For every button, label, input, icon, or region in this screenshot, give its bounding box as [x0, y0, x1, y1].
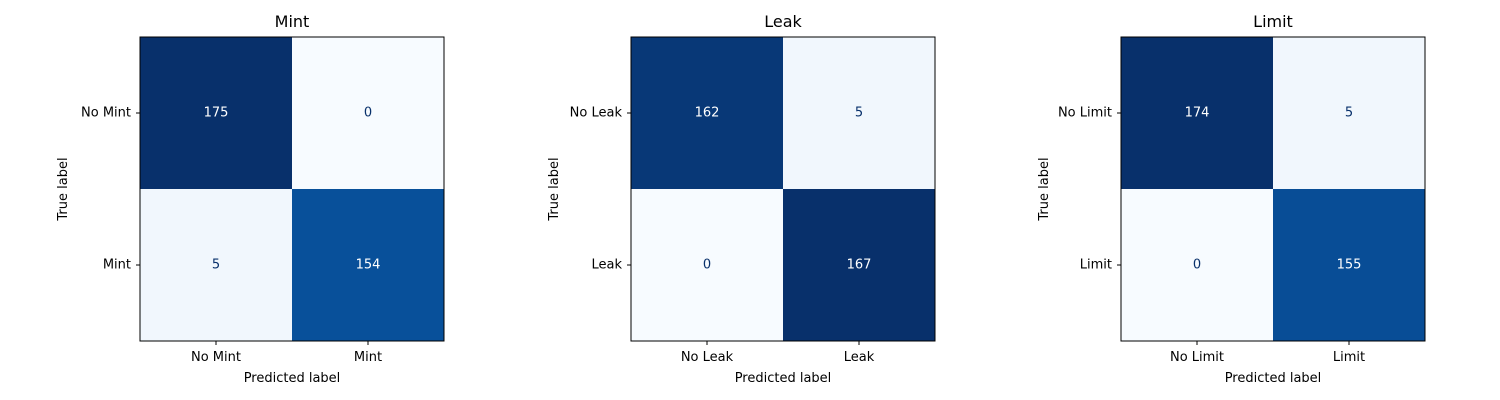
cell-value-label: 167: [847, 258, 872, 273]
confusion-matrix-panel: 175 0 5 154 Mint No Mint Mint No Mint Mint Predic…: [56, 12, 445, 386]
cell-value-label: 174: [1185, 106, 1210, 121]
y-tick-label: No Mint: [81, 106, 131, 121]
cell-value-label: 162: [695, 106, 720, 121]
axes-frame: [630, 36, 936, 342]
matrix-cell: [140, 37, 292, 189]
y-tick-label: No Limit: [1058, 106, 1112, 121]
matrix-cell: [783, 37, 935, 189]
x-tick-label: No Mint: [191, 350, 241, 365]
confusion-matrix-panel: 174 5 0 155 Limit No Limit Limit No Limit Limit P…: [1037, 12, 1426, 386]
matrix-cell: [1273, 37, 1425, 189]
y-axis-label: True label: [547, 157, 562, 221]
x-tick-label: No Limit: [1170, 350, 1224, 365]
y-tick-label: Limit: [1080, 258, 1112, 273]
cell-value-label: 0: [703, 258, 711, 273]
y-tick-label: No Leak: [570, 106, 623, 121]
matrix-cell: [292, 37, 444, 189]
cell-value-label: 5: [1345, 106, 1353, 121]
matrix-cell: [631, 37, 783, 189]
confusion-matrix-panel: 162 5 0 167 Leak No Leak Leak No Leak Leak Predic…: [547, 12, 936, 386]
cell-value-label: 5: [855, 106, 863, 121]
x-tick-label: Mint: [354, 350, 382, 365]
cell-value-label: 0: [364, 106, 372, 121]
matrix-cell: [783, 189, 935, 341]
x-tick-label: No Leak: [681, 350, 734, 365]
x-axis-label: Predicted label: [244, 371, 341, 386]
matrix-cell: [1121, 189, 1273, 341]
matrix-cell: [1121, 37, 1273, 189]
matrix-cell: [631, 189, 783, 341]
cell-value-label: 5: [212, 258, 220, 273]
chart-title: Mint: [275, 12, 310, 31]
x-tick-label: Leak: [844, 350, 875, 365]
matrix-cell: [292, 189, 444, 341]
cell-value-label: 0: [1193, 258, 1201, 273]
chart-title: Leak: [764, 12, 802, 31]
cell-value-label: 175: [204, 106, 229, 121]
cell-value-label: 154: [356, 258, 381, 273]
y-tick-label: Mint: [103, 258, 131, 273]
x-axis-label: Predicted label: [735, 371, 832, 386]
matrix-cell: [1273, 189, 1425, 341]
cell-value-label: 155: [1337, 258, 1362, 273]
x-axis-label: Predicted label: [1225, 371, 1322, 386]
y-axis-label: True label: [1037, 157, 1052, 221]
y-tick-label: Leak: [591, 258, 622, 273]
chart-title: Limit: [1253, 12, 1293, 31]
axes-frame: [139, 36, 445, 342]
matrix-cell: [140, 189, 292, 341]
y-axis-label: True label: [56, 157, 71, 221]
axes-frame: [1120, 36, 1426, 342]
x-tick-label: Limit: [1333, 350, 1365, 365]
